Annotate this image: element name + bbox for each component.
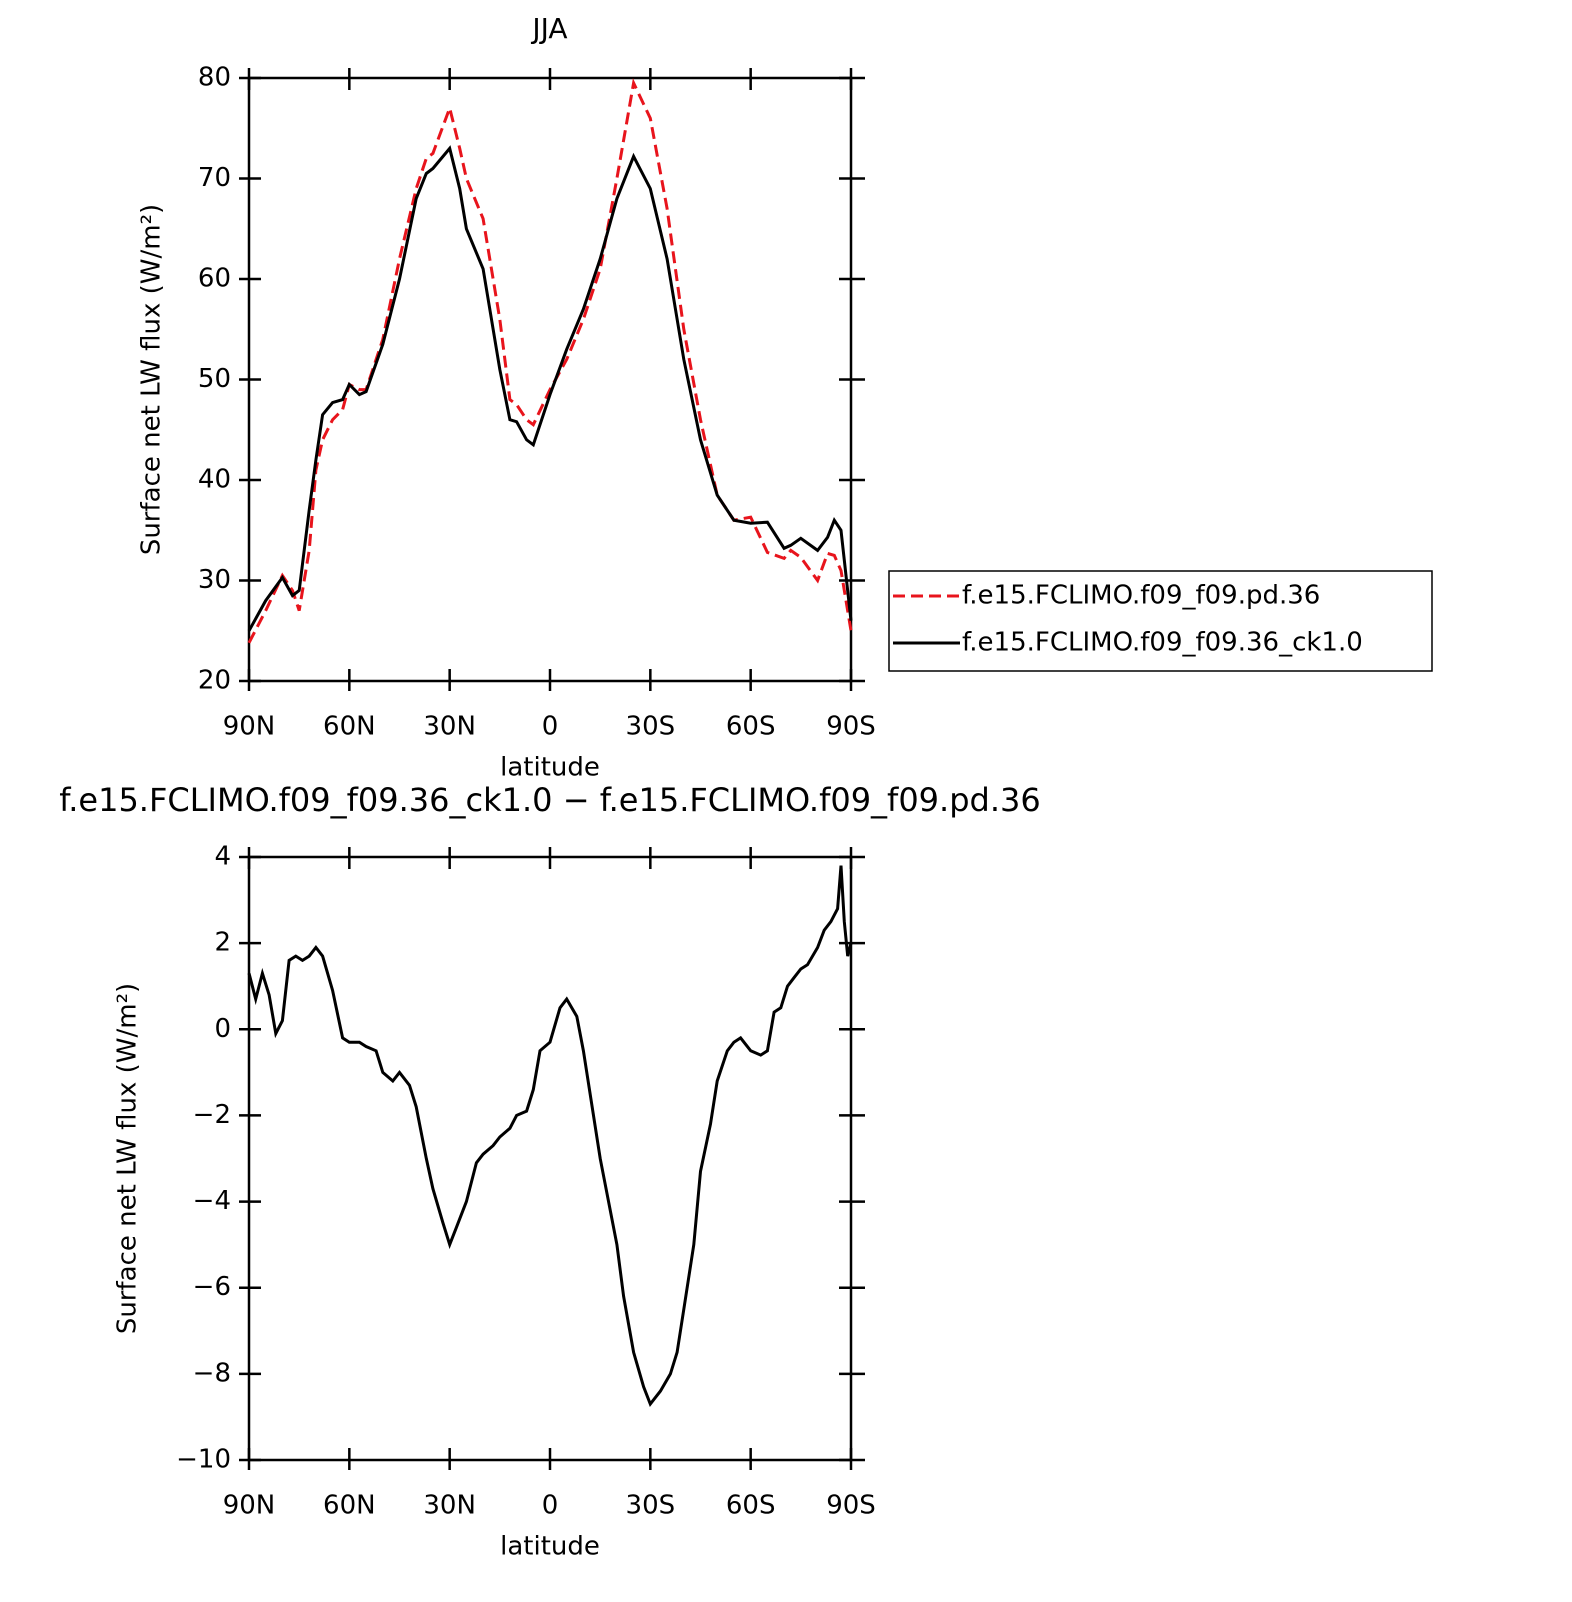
y-tick-label: 4 — [214, 842, 231, 872]
y-tick-label: −8 — [193, 1358, 231, 1388]
x-tick-label: 0 — [542, 712, 559, 742]
x-tick-label: 90N — [223, 1491, 276, 1521]
legend-label: f.e15.FCLIMO.f09_f09.36_ck1.0 — [962, 628, 1363, 658]
x-tick-label: 60S — [726, 1491, 776, 1521]
x-tick-label: 60S — [726, 712, 776, 742]
y-tick-label: −2 — [193, 1100, 231, 1130]
y-axis-title: Surface net LW flux (W/m²) — [113, 983, 143, 1334]
data-line — [247, 78, 853, 644]
y-tick-label: 50 — [198, 364, 231, 394]
y-tick-label: 2 — [214, 928, 231, 958]
chart-title: JJA — [530, 12, 567, 45]
data-line — [247, 865, 853, 1407]
x-tick-label: 0 — [542, 1491, 559, 1521]
y-axis-title: Surface net LW flux (W/m²) — [137, 204, 167, 555]
y-tick-label: 0 — [214, 1014, 231, 1044]
y-tick-label: 20 — [198, 666, 231, 696]
y-tick-label: −6 — [193, 1272, 231, 1302]
plot-frame — [247, 76, 853, 683]
x-axis-title: latitude — [500, 753, 600, 783]
legend-box — [888, 570, 1433, 672]
x-tick-label: 30N — [423, 712, 476, 742]
y-tick-label: 70 — [198, 163, 231, 193]
chart-title: f.e15.FCLIMO.f09_f09.36_ck1.0 − f.e15.FC… — [59, 781, 1040, 819]
y-tick-label: 60 — [198, 264, 231, 294]
y-tick-label: −4 — [193, 1186, 231, 1216]
x-tick-label: 60N — [323, 1491, 376, 1521]
y-tick-label: 40 — [198, 465, 231, 495]
x-tick-label: 90S — [826, 712, 876, 742]
y-tick-label: 30 — [198, 565, 231, 595]
legend-label: f.e15.FCLIMO.f09_f09.pd.36 — [962, 581, 1320, 611]
x-tick-label: 90S — [826, 1491, 876, 1521]
x-tick-label: 30S — [626, 712, 676, 742]
x-axis-title: latitude — [500, 1532, 600, 1562]
x-tick-label: 60N — [323, 712, 376, 742]
y-tick-label: −10 — [176, 1445, 231, 1475]
x-tick-label: 30N — [423, 1491, 476, 1521]
x-tick-label: 90N — [223, 712, 276, 742]
data-line — [247, 145, 853, 632]
x-tick-label: 30S — [626, 1491, 676, 1521]
plot-frame — [247, 855, 853, 1462]
y-tick-label: 80 — [198, 63, 231, 93]
